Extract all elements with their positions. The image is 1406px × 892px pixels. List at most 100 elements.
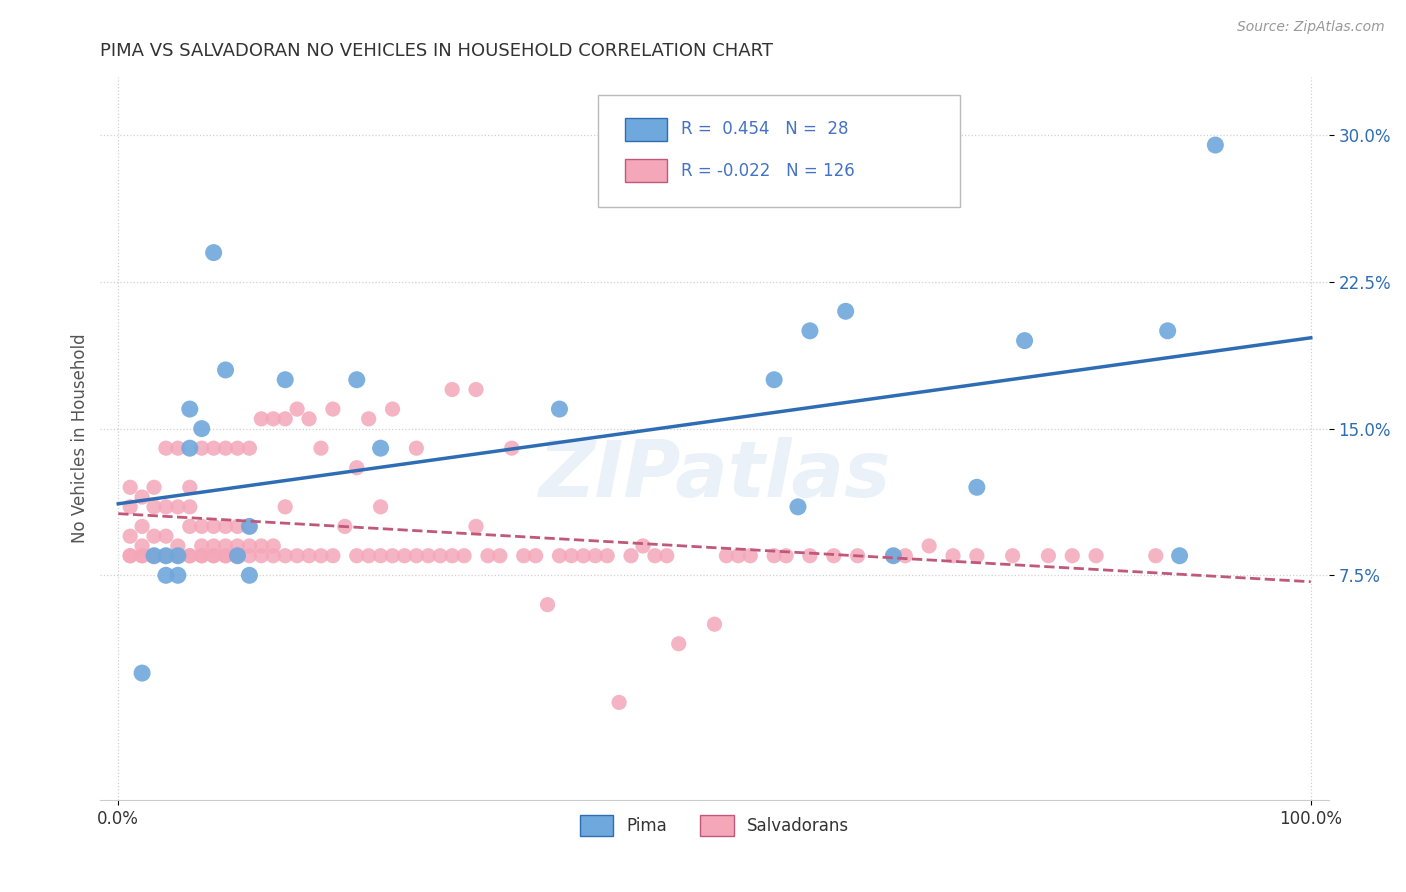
Point: [214, 441, 236, 455]
Point: [548, 402, 571, 417]
Point: [190, 539, 212, 553]
Point: [262, 412, 284, 426]
Point: [465, 383, 488, 397]
Point: [226, 441, 249, 455]
Point: [644, 549, 666, 563]
Point: [441, 549, 464, 563]
Point: [799, 549, 821, 563]
Point: [703, 617, 725, 632]
Point: [179, 441, 201, 455]
Point: [309, 441, 332, 455]
Point: [918, 539, 941, 553]
Point: [179, 549, 201, 563]
Point: [942, 549, 965, 563]
Point: [179, 480, 201, 494]
Point: [441, 383, 464, 397]
Text: Source: ZipAtlas.com: Source: ZipAtlas.com: [1237, 20, 1385, 34]
Point: [285, 549, 308, 563]
Point: [727, 549, 749, 563]
Point: [823, 549, 845, 563]
Point: [167, 500, 190, 514]
Point: [524, 549, 547, 563]
Point: [285, 402, 308, 417]
Point: [190, 441, 212, 455]
Point: [668, 637, 690, 651]
Point: [477, 549, 499, 563]
Point: [1144, 549, 1167, 563]
Point: [143, 480, 166, 494]
Point: [214, 549, 236, 563]
Point: [298, 412, 321, 426]
Point: [1156, 324, 1178, 338]
Point: [190, 422, 212, 436]
Point: [238, 441, 260, 455]
Point: [716, 549, 738, 563]
Point: [179, 500, 201, 514]
Point: [596, 549, 619, 563]
Point: [834, 304, 856, 318]
Point: [238, 539, 260, 553]
Point: [405, 441, 427, 455]
Point: [143, 549, 166, 563]
Point: [560, 549, 582, 563]
Point: [1168, 549, 1191, 563]
Text: R = -0.022   N = 126: R = -0.022 N = 126: [682, 161, 855, 179]
Point: [250, 549, 273, 563]
Point: [143, 529, 166, 543]
Point: [370, 549, 392, 563]
Point: [143, 549, 166, 563]
Point: [167, 568, 190, 582]
Point: [143, 549, 166, 563]
Point: [179, 402, 201, 417]
Point: [131, 519, 153, 533]
Point: [787, 500, 810, 514]
Point: [155, 500, 177, 514]
Point: [501, 441, 523, 455]
Point: [274, 500, 297, 514]
Point: [1085, 549, 1108, 563]
Point: [262, 549, 284, 563]
Point: [226, 549, 249, 563]
Point: [179, 549, 201, 563]
Point: [250, 539, 273, 553]
Point: [453, 549, 475, 563]
Point: [775, 549, 797, 563]
Point: [202, 441, 225, 455]
Point: [120, 549, 142, 563]
Point: [274, 549, 297, 563]
Point: [143, 500, 166, 514]
Point: [346, 460, 368, 475]
Point: [131, 539, 153, 553]
Point: [346, 549, 368, 563]
Bar: [624, 118, 666, 141]
Legend: Pima, Salvadorans: Pima, Salvadorans: [571, 807, 858, 844]
Point: [167, 549, 190, 563]
Point: [465, 519, 488, 533]
Point: [583, 549, 606, 563]
Point: [882, 549, 904, 563]
Point: [655, 549, 678, 563]
Point: [202, 539, 225, 553]
Point: [846, 549, 869, 563]
Point: [202, 245, 225, 260]
Point: [214, 539, 236, 553]
Point: [370, 500, 392, 514]
FancyBboxPatch shape: [598, 95, 960, 207]
Bar: [624, 159, 666, 182]
Point: [548, 549, 571, 563]
Point: [799, 324, 821, 338]
Point: [155, 549, 177, 563]
Point: [190, 549, 212, 563]
Point: [202, 549, 225, 563]
Point: [333, 519, 356, 533]
Point: [512, 549, 534, 563]
Point: [238, 549, 260, 563]
Point: [262, 539, 284, 553]
Point: [370, 441, 392, 455]
Point: [631, 539, 654, 553]
Point: [418, 549, 440, 563]
Point: [1001, 549, 1024, 563]
Point: [763, 373, 786, 387]
Point: [274, 373, 297, 387]
Point: [966, 480, 988, 494]
